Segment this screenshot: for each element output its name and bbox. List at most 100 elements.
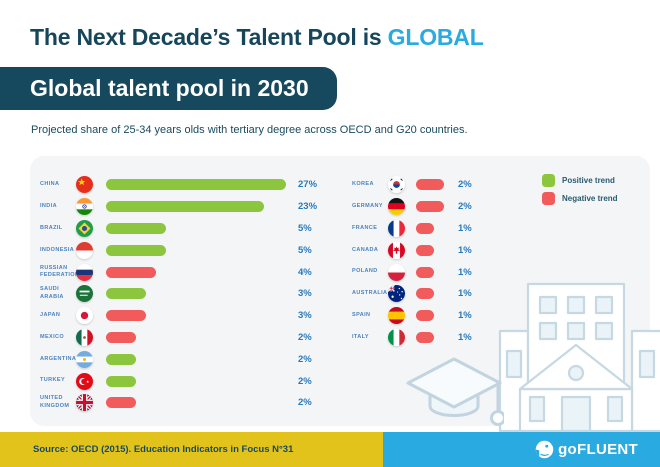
source-text: Source: OECD (2015). Education Indicator… bbox=[33, 444, 294, 455]
country-row: SPAIN 1% bbox=[352, 305, 488, 327]
gofluent-logo-text: goFLUENT bbox=[558, 441, 638, 458]
bar-track bbox=[106, 288, 298, 300]
country-label: POLAND bbox=[352, 268, 378, 275]
chart-subtitle: Projected share of 25-34 years olds with… bbox=[31, 124, 468, 136]
country-flag-icon bbox=[76, 372, 93, 390]
country-flag-icon bbox=[388, 219, 405, 237]
country-label: AUSTRALIA bbox=[352, 290, 388, 297]
country-label: FRANCE bbox=[352, 224, 378, 231]
bar-track bbox=[106, 222, 298, 234]
country-row: MEXICO 2% bbox=[40, 327, 338, 349]
page-title-text: The Next Decade’s Talent Pool is bbox=[30, 24, 388, 50]
bar-track bbox=[416, 331, 458, 343]
trend-bar bbox=[416, 201, 444, 213]
trend-bar bbox=[106, 244, 166, 256]
country-row: BRAZIL 5% bbox=[40, 218, 338, 240]
bar-track bbox=[106, 331, 298, 343]
value-label: 4% bbox=[298, 266, 312, 278]
country-flag-icon bbox=[388, 285, 405, 303]
country-row: ARGENTINA 2% bbox=[40, 348, 338, 370]
country-row: CANADA 1% bbox=[352, 239, 488, 261]
country-label: SPAIN bbox=[352, 311, 371, 318]
country-flag-icon bbox=[388, 328, 405, 346]
value-label: 1% bbox=[458, 244, 472, 256]
value-label: 1% bbox=[458, 266, 472, 278]
country-label: SAUDI ARABIA bbox=[40, 286, 64, 300]
trend-bar bbox=[416, 310, 434, 322]
country-flag-icon bbox=[388, 198, 405, 216]
country-flag-icon bbox=[76, 328, 93, 346]
country-flag-icon bbox=[388, 263, 405, 281]
trend-bar bbox=[106, 353, 136, 365]
country-row: GERMANY 2% bbox=[352, 196, 488, 218]
value-label: 1% bbox=[458, 222, 472, 234]
country-label: GERMANY bbox=[352, 202, 383, 209]
country-label: TURKEY bbox=[40, 377, 66, 384]
country-label: RUSSIAN FEDERATION bbox=[40, 264, 80, 279]
left-column: CHINA 27% INDIA 23% BRAZIL 5% INDONESIA … bbox=[40, 174, 338, 414]
country-row: INDIA 23% bbox=[40, 196, 338, 218]
legend: Positive trend Negative trend bbox=[542, 174, 618, 205]
country-row: RUSSIAN FEDERATION 4% bbox=[40, 261, 338, 283]
trend-bar bbox=[106, 222, 166, 234]
country-label: KOREA bbox=[352, 181, 374, 188]
country-row: UNITED KINGDOM 2% bbox=[40, 392, 338, 414]
negative-trend-label: Negative trend bbox=[562, 194, 618, 203]
country-flag-icon bbox=[76, 241, 93, 259]
trend-bar bbox=[416, 288, 434, 300]
bar-track bbox=[416, 179, 458, 191]
country-flag-icon bbox=[76, 307, 93, 325]
value-label: 23% bbox=[298, 201, 318, 213]
country-label: INDONESIA bbox=[40, 246, 75, 253]
value-label: 5% bbox=[298, 222, 312, 234]
positive-trend-swatch bbox=[542, 174, 555, 187]
bar-track bbox=[106, 266, 298, 278]
country-flag-icon bbox=[76, 198, 93, 216]
chart-title-badge: Global talent pool in 2030 bbox=[0, 67, 337, 110]
bar-track bbox=[416, 244, 458, 256]
trend-bar bbox=[416, 179, 444, 191]
value-label: 2% bbox=[298, 397, 312, 409]
country-flag-icon bbox=[76, 394, 93, 412]
negative-trend-swatch bbox=[542, 192, 555, 205]
country-row: INDONESIA 5% bbox=[40, 239, 338, 261]
country-row: CHINA 27% bbox=[40, 174, 338, 196]
country-flag-icon bbox=[388, 307, 405, 325]
country-label: ARGENTINA bbox=[40, 355, 77, 362]
legend-item-positive: Positive trend bbox=[542, 174, 618, 187]
country-row: ITALY 1% bbox=[352, 327, 488, 349]
bar-track bbox=[416, 201, 458, 213]
bar-track bbox=[106, 179, 298, 191]
country-row: AUSTRALIA 1% bbox=[352, 283, 488, 305]
right-column: KOREA 2% GERMANY 2% FRANCE 1% CANADA 1% … bbox=[352, 174, 488, 348]
country-label: CHINA bbox=[40, 181, 60, 188]
page-title: The Next Decade’s Talent Pool is GLOBAL bbox=[30, 24, 484, 51]
bar-track bbox=[106, 397, 298, 409]
country-flag-icon bbox=[76, 219, 93, 237]
bar-track bbox=[416, 222, 458, 234]
chart-title: Global talent pool in 2030 bbox=[30, 75, 309, 101]
country-flag-icon bbox=[76, 350, 93, 368]
value-label: 2% bbox=[458, 179, 472, 191]
trend-bar bbox=[106, 179, 286, 191]
trend-bar bbox=[416, 244, 434, 256]
country-label: MEXICO bbox=[40, 333, 65, 340]
country-label: ITALY bbox=[352, 333, 369, 340]
value-label: 3% bbox=[298, 288, 312, 300]
country-row: POLAND 1% bbox=[352, 261, 488, 283]
country-row: TURKEY 2% bbox=[40, 370, 338, 392]
chart-card: CHINA 27% INDIA 23% BRAZIL 5% INDONESIA … bbox=[30, 156, 650, 426]
bar-track bbox=[416, 288, 458, 300]
bar-track bbox=[416, 266, 458, 278]
gofluent-logo-icon bbox=[535, 440, 554, 459]
value-label: 1% bbox=[458, 310, 472, 322]
country-flag-icon bbox=[388, 176, 405, 194]
value-label: 2% bbox=[298, 353, 312, 365]
bar-track bbox=[106, 310, 298, 322]
value-label: 27% bbox=[298, 179, 318, 191]
value-label: 2% bbox=[298, 331, 312, 343]
positive-trend-label: Positive trend bbox=[562, 176, 615, 185]
country-row: JAPAN 3% bbox=[40, 305, 338, 327]
country-row: FRANCE 1% bbox=[352, 218, 488, 240]
gofluent-logo: goFLUENT bbox=[534, 439, 638, 460]
